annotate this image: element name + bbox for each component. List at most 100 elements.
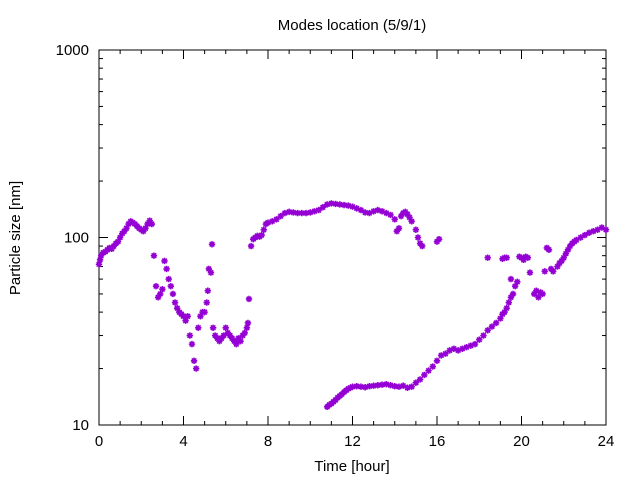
x-tick-label: 24 [598,433,615,450]
data-point [244,319,252,327]
data-point [290,209,297,216]
data-point [340,201,348,209]
data-point [361,209,369,216]
data-point [511,282,519,290]
data-point [235,335,242,342]
data-point [208,241,216,248]
data-point [594,226,601,233]
axis-ticks [98,49,607,426]
data-point [298,209,305,217]
data-point [397,212,405,220]
data-point [535,294,542,301]
data-point [294,209,301,217]
data-point [357,383,365,390]
data-point [395,225,403,232]
data-point [573,236,580,244]
data-point [416,240,424,247]
data-point [254,232,261,240]
data-point [549,268,557,275]
data-point [526,269,534,276]
data-point [378,208,386,215]
data-point [302,209,310,217]
data-point [123,225,130,232]
data-point [419,242,426,250]
data-point [142,225,149,232]
data-point [197,313,204,320]
data-point [100,249,107,256]
data-point [429,363,436,370]
data-point [285,208,293,216]
data-point [383,209,390,217]
x-tick-label: 20 [513,433,530,450]
data-point [378,381,386,388]
data-point [503,254,510,261]
data-point [106,244,113,252]
data-point [218,335,225,342]
data-point [400,382,407,389]
data-point [203,299,210,306]
data-point [560,254,567,261]
data-point [171,299,179,306]
data-point [148,220,156,228]
data-point [173,304,181,312]
data-point [488,323,496,330]
data-point [476,336,483,343]
data-point [311,208,318,215]
data-point [602,226,610,233]
data-point [414,234,422,241]
data-point [463,343,470,351]
data-point [281,209,289,217]
data-point [497,315,504,322]
data-point [239,332,246,339]
data-point [201,308,208,316]
data-point [237,337,244,345]
data-point [357,206,365,214]
y-axis-label: Particle size [nm] [7,181,24,295]
data-point [125,220,132,228]
data-point [577,234,584,241]
data-point [222,324,229,331]
data-point [387,382,394,389]
data-point [562,250,570,257]
data-point [114,238,122,245]
data-point [520,256,527,264]
data-point [247,242,255,250]
data-point [269,218,276,225]
data-point [277,212,284,220]
tick-labels: 0 4 8 12 16 20 24 10 100 1000 [56,42,615,450]
data-point [545,246,553,253]
chart-title: Modes location (5/9/1) [278,17,426,34]
data-point [190,357,198,364]
data-point [412,379,420,386]
data-point [264,219,272,226]
data-point [524,254,532,261]
data-point [169,290,177,298]
data-point [484,327,491,334]
data-point [146,217,153,224]
data-point [454,347,462,354]
data-point [108,245,115,253]
data-point [533,287,540,294]
data-point [480,332,487,339]
data-point [224,329,232,337]
data-point [228,335,236,342]
data-point [211,332,219,339]
data-point [509,290,517,298]
data-point [370,382,377,389]
data-point [167,282,175,290]
data-point [425,367,432,374]
data-point [530,290,538,298]
data-point [442,350,449,357]
x-tick-label: 12 [344,433,361,450]
data-point [349,383,356,390]
data-point [182,317,189,324]
data-point [507,275,515,283]
data-point [406,214,413,221]
data-point [492,319,500,327]
data-point [598,224,605,231]
data-points [95,200,610,411]
data-point [404,211,411,218]
data-point [245,295,253,303]
data-point [581,231,589,239]
